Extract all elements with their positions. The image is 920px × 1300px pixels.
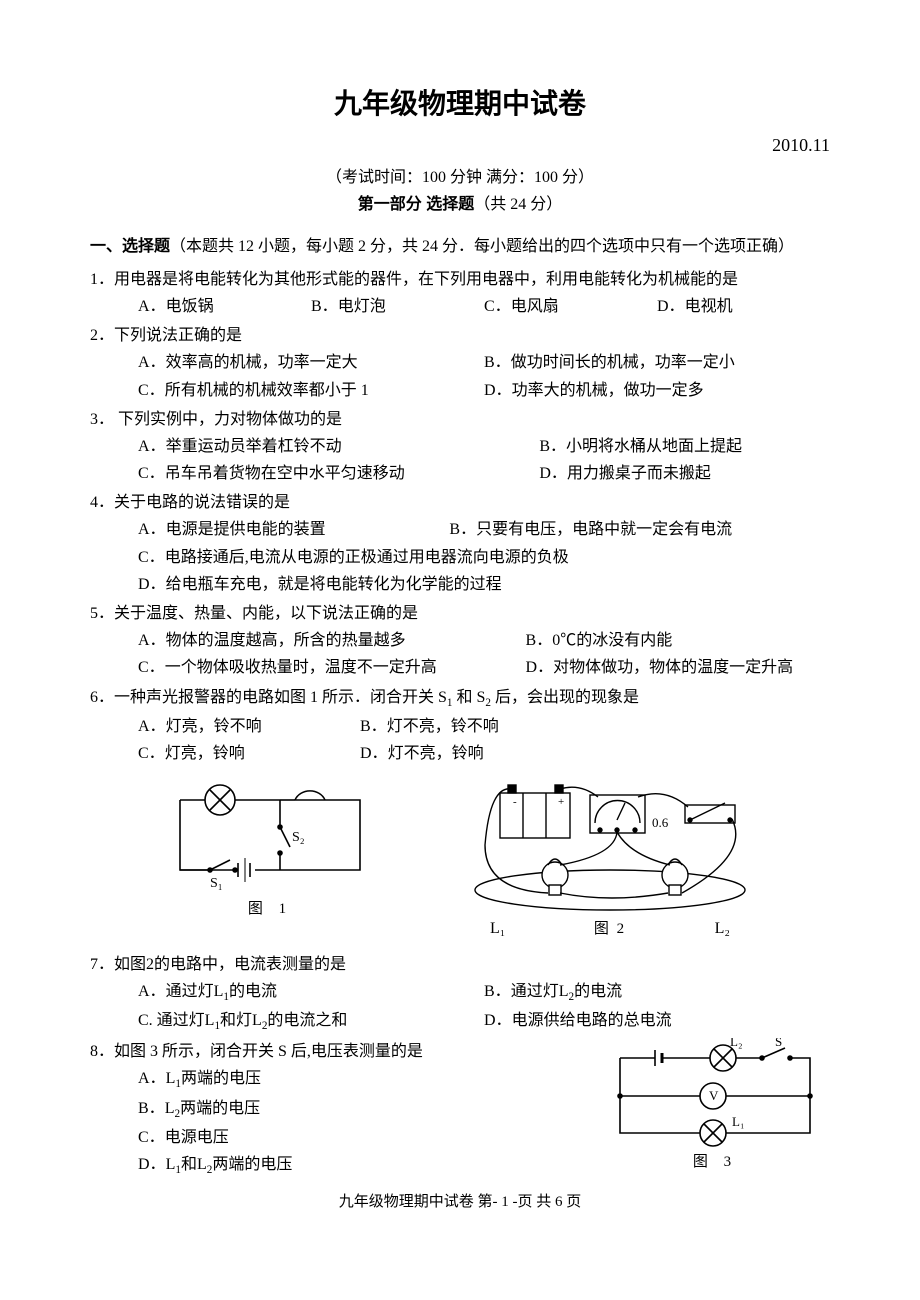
fig2-l2-label: L₂ <box>715 915 730 943</box>
exam-date: 2010.11 <box>90 130 830 161</box>
q4-opt-a: A．电源是提供电能的装置 <box>138 516 449 543</box>
q3-opt-c: C．吊车吊着货物在空中水平匀速移动 <box>138 460 539 487</box>
section-detail: （本题共 12 小题，每小题 2 分，共 24 分．每小题给出的四个选项中只有一… <box>170 238 794 255</box>
q1-opt-b: B．电灯泡 <box>311 293 484 320</box>
q2-opt-b: B．做功时间长的机械，功率一定小 <box>484 349 830 376</box>
q3-opt-a: A．举重运动员举着杠铃不动 <box>138 433 539 460</box>
exam-meta: （考试时间：100 分钟 满分：100 分） <box>90 164 830 191</box>
part-points: （共 24 分） <box>474 196 562 213</box>
section-intro: 一、选择题（本题共 12 小题，每小题 2 分，共 24 分．每小题给出的四个选… <box>90 233 830 260</box>
fig2-caption: 图 2 <box>594 917 626 943</box>
q1-opt-c: C．电风扇 <box>484 293 657 320</box>
circuit-fig1-svg: S₁ S₂ <box>150 775 390 895</box>
q4-opt-d: D．给电瓶车充电，就是将电能转化为化学能的过程 <box>138 571 830 598</box>
fig1-caption: 图 1 <box>150 897 390 923</box>
question-3: 3． 下列实例中，力对物体做功的是 A．举重运动员举着杠铃不动 B．小明将水桶从… <box>90 406 830 488</box>
q1-num: 1． <box>90 271 114 288</box>
fig2-reading: 0.6 <box>652 815 669 830</box>
fig3-s-label: S <box>775 1038 782 1049</box>
q7-opt-a: A．通过灯L1的电流 <box>138 978 484 1007</box>
question-4: 4．关于电路的说法错误的是 A．电源是提供电能的装置 B．只要有电压，电路中就一… <box>90 489 830 598</box>
fig3-v-label: V <box>709 1088 719 1103</box>
question-2: 2．下列说法正确的是 A．效率高的机械，功率一定大 B．做功时间长的机械，功率一… <box>90 322 830 404</box>
fig1-s2-label: S₂ <box>292 830 305 845</box>
question-1: 1．用电器是将电能转化为其他形式能的器件，在下列用电器中，利用电能转化为机械能的… <box>90 266 830 320</box>
fig3-l2-label: L₂ <box>730 1038 742 1049</box>
figure-2: - + 0.6 <box>460 775 760 943</box>
figure-3: V L₂ S L₁ 图 3 <box>600 1038 830 1176</box>
q8-opt-d: D．L1和L2两端的电压 <box>138 1151 590 1180</box>
q5-opt-c: C．一个物体吸收热量时，温度不一定升高 <box>138 654 526 681</box>
question-8: 8．如图 3 所示，闭合开关 S 后,电压表测量的是 A．L1两端的电压 B．L… <box>90 1038 830 1180</box>
q6-opt-c: C．灯亮，铃响 <box>138 740 360 767</box>
part-label: 第一部分 选择题 <box>358 196 474 213</box>
question-6: 6．一种声光报警器的电路如图 1 所示．闭合开关 S1 和 S2 后，会出现的现… <box>90 684 830 768</box>
fig1-s1-label: S₁ <box>210 876 223 891</box>
page-footer: 九年级物理期中试卷 第- 1 -页 共 6 页 <box>90 1190 830 1216</box>
circuit-fig2-svg: - + 0.6 <box>460 775 760 915</box>
figure-1: S₁ S₂ 图 1 <box>150 775 390 923</box>
page-title: 九年级物理期中试卷 <box>90 80 830 128</box>
q4-opt-c: C．电路接通后,电流从电源的正极通过用电器流向电源的负极 <box>138 544 830 571</box>
q6-opt-b: B．灯不亮，铃不响 <box>360 713 582 740</box>
circuit-fig3-svg: V L₂ S L₁ <box>600 1038 830 1148</box>
q6-stem: 一种声光报警器的电路如图 1 所示．闭合开关 S1 和 S2 后，会出现的现象是 <box>114 689 639 706</box>
q2-opt-c: C．所有机械的机械效率都小于 1 <box>138 377 484 404</box>
q4-opt-b: B．只要有电压，电路中就一定会有电流 <box>449 516 830 543</box>
q2-opt-d: D．功率大的机械，做功一定多 <box>484 377 830 404</box>
question-7: 7．如图2的电路中，电流表测量的是 A．通过灯L1的电流 B．通过灯L2的电流 … <box>90 951 830 1037</box>
q1-opt-a: A．电饭锅 <box>138 293 311 320</box>
q5-opt-d: D．对物体做功，物体的温度一定升高 <box>526 654 830 681</box>
svg-text:-: - <box>513 796 517 808</box>
q5-opt-a: A．物体的温度越高，所含的热量越多 <box>138 627 526 654</box>
fig3-caption: 图 3 <box>600 1150 830 1176</box>
q8-opt-b: B．L2两端的电压 <box>138 1095 590 1124</box>
section-label: 一、选择题 <box>90 238 170 255</box>
q7-opt-b: B．通过灯L2的电流 <box>484 978 830 1007</box>
q8-opt-a: A．L1两端的电压 <box>138 1065 590 1094</box>
q7-opt-d: D．电源供给电路的总电流 <box>484 1007 830 1036</box>
q1-opt-d: D．电视机 <box>657 293 830 320</box>
q7-opt-c: C. 通过灯L1和灯L2的电流之和 <box>138 1007 484 1036</box>
figure-row-1-2: S₁ S₂ 图 1 - + <box>150 775 830 943</box>
q5-opt-b: B．0℃的冰没有内能 <box>526 627 830 654</box>
q3-opt-b: B．小明将水桶从地面上提起 <box>539 433 830 460</box>
fig2-l1-label: L₁ <box>490 915 505 943</box>
svg-text:+: + <box>558 796 564 808</box>
question-5: 5．关于温度、热量、内能，以下说法正确的是 A．物体的温度越高，所含的热量越多 … <box>90 600 830 682</box>
q6-opt-d: D．灯不亮，铃响 <box>360 740 582 767</box>
q3-opt-d: D．用力搬桌子而未搬起 <box>539 460 830 487</box>
fig3-l1-label: L₁ <box>732 1114 744 1129</box>
part-title: 第一部分 选择题（共 24 分） <box>90 191 830 218</box>
q8-opt-c: C．电源电压 <box>138 1124 590 1151</box>
q2-opt-a: A．效率高的机械，功率一定大 <box>138 349 484 376</box>
q1-stem: 用电器是将电能转化为其他形式能的器件，在下列用电器中，利用电能转化为机械能的是 <box>114 271 738 288</box>
q6-opt-a: A．灯亮，铃不响 <box>138 713 360 740</box>
